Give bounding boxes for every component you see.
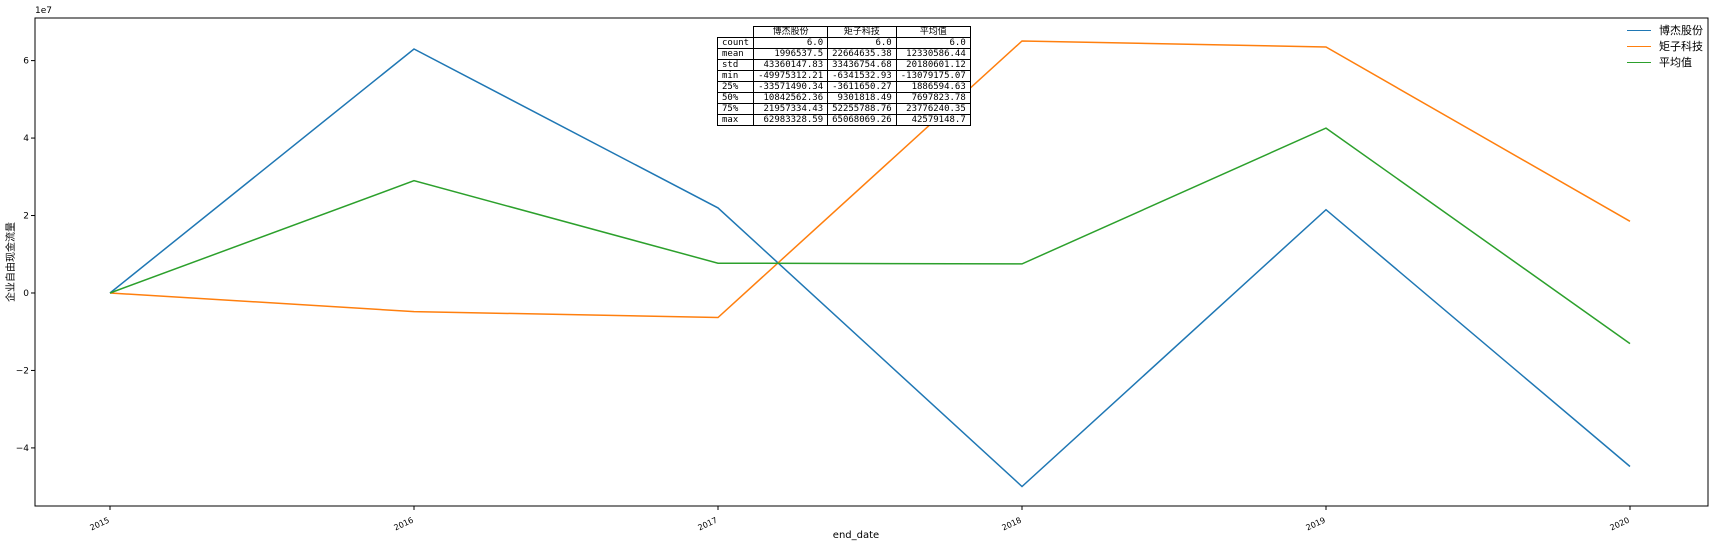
table-row-label: max [716, 114, 755, 126]
table-corner [718, 27, 754, 38]
series-line-2 [109, 127, 1631, 345]
table-cell: 23776240.35 [895, 103, 971, 115]
statistics-table: 博杰股份 矩子科技 平均值 count 6.0 6.0 6.0 mean 1996537.… [716, 26, 971, 126]
table-cell: -6341532.93 [827, 70, 897, 82]
y-axis-ticks: −4 −2 0 2 4 6 [16, 57, 35, 454]
table-row-label: min [716, 70, 755, 82]
legend-label: 博杰股份 [1659, 24, 1703, 37]
y-scale-label: 1e7 [35, 6, 52, 16]
x-tick-label: 2015 [89, 516, 111, 533]
table-cell: -13079175.07 [895, 70, 971, 82]
table-cell: 6.0 [895, 37, 971, 49]
legend-line-swatch [1627, 29, 1651, 31]
legend-item: 博杰股份 [1627, 22, 1703, 38]
y-tick-label: 0 [23, 289, 29, 299]
table-column-header: 矩子科技 [827, 26, 897, 38]
table-cell: 65068069.26 [827, 114, 897, 126]
y-axis-label: 企业自由现金流量 [4, 222, 17, 302]
table-cell: 6.0 [827, 37, 897, 49]
y-tick-label: −2 [16, 366, 29, 376]
table-cell: -33571490.34 [753, 81, 829, 93]
y-tick-label: 2 [23, 212, 29, 222]
x-axis-ticks: 2015 2016 2017 2018 2019 2020 [89, 506, 1631, 532]
table-row-label: 75% [716, 103, 755, 115]
table-row-label: count [716, 37, 755, 49]
table-cell: 7697823.78 [895, 92, 971, 104]
table-cell: 42579148.7 [895, 114, 971, 126]
x-axis-label: end_date [833, 530, 879, 541]
legend-item: 矩子科技 [1627, 38, 1703, 54]
table-column-header: 平均值 [895, 26, 971, 38]
table-row: std 43360147.83 33436754.68 20180601.12 [716, 59, 971, 71]
table-row-label: mean [716, 48, 755, 60]
series-line-1 [109, 40, 1631, 319]
table-cell: 20180601.12 [895, 59, 971, 71]
table-cell: 43360147.83 [753, 59, 829, 71]
table-cell: -3611650.27 [827, 81, 897, 93]
table-cell: 12330586.44 [895, 48, 971, 60]
table-cell: 52255788.76 [827, 103, 897, 115]
table-row: 25% -33571490.34 -3611650.27 1886594.63 [716, 81, 971, 93]
y-tick-label: 6 [23, 57, 29, 67]
plot-frame [34, 17, 1709, 507]
table-cell: 6.0 [753, 37, 829, 49]
table-row: 75% 21957334.43 52255788.76 23776240.35 [716, 103, 971, 115]
table-cell: 22664635.38 [827, 48, 897, 60]
x-tick-label: 2019 [1305, 516, 1327, 533]
table-row: mean 1996537.5 22664635.38 12330586.44 [716, 48, 971, 60]
table-cell: -49975312.21 [753, 70, 829, 82]
table-cell: 10842562.36 [753, 92, 829, 104]
table-cell: 1996537.5 [753, 48, 829, 60]
table-row: min -49975312.21 -6341532.93 -13079175.07 [716, 70, 971, 82]
legend: 博杰股份矩子科技平均值 [1627, 22, 1703, 70]
x-tick-label: 2017 [697, 516, 719, 533]
table-row-label: std [716, 59, 755, 71]
series-line-0 [109, 48, 1631, 488]
table-cell: 9301818.49 [827, 92, 897, 104]
table-column-header: 博杰股份 [753, 26, 829, 38]
legend-item: 平均值 [1627, 54, 1703, 70]
table-row: max 62983328.59 65068069.26 42579148.7 [716, 114, 971, 126]
table-cell: 62983328.59 [753, 114, 829, 126]
x-tick-label: 2016 [393, 516, 415, 533]
x-tick-label: 2020 [1609, 516, 1631, 533]
legend-label: 平均值 [1659, 56, 1692, 69]
table-cell: 33436754.68 [827, 59, 897, 71]
table-header-row: 博杰股份 矩子科技 平均值 [718, 26, 971, 38]
series-lines [109, 40, 1631, 488]
y-tick-label: −4 [16, 444, 30, 454]
y-tick-label: 4 [23, 134, 29, 144]
table-row-label: 50% [716, 92, 755, 104]
legend-line-swatch [1627, 61, 1651, 63]
table-row: 50% 10842562.36 9301818.49 7697823.78 [716, 92, 971, 104]
table-row-label: 25% [716, 81, 755, 93]
table-row: count 6.0 6.0 6.0 [716, 37, 971, 49]
table-cell: 1886594.63 [895, 81, 971, 93]
legend-label: 矩子科技 [1659, 40, 1703, 53]
x-tick-label: 2018 [1001, 516, 1023, 533]
table-cell: 21957334.43 [753, 103, 829, 115]
legend-line-swatch [1627, 45, 1651, 47]
